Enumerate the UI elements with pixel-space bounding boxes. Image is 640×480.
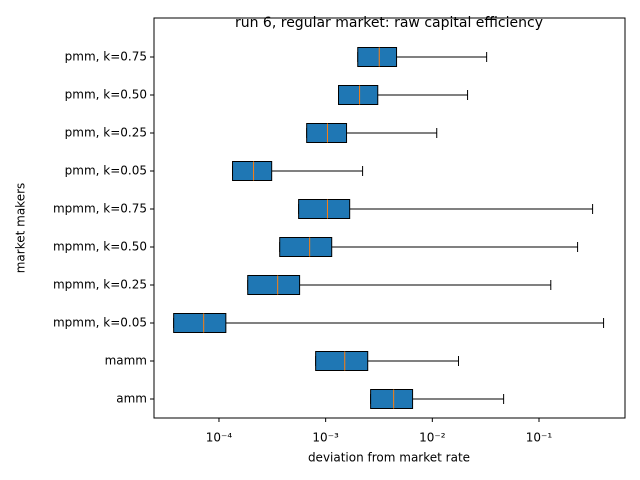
box bbox=[247, 275, 301, 295]
box bbox=[173, 313, 227, 333]
box bbox=[298, 199, 351, 219]
box bbox=[315, 351, 369, 371]
y-tick-label: amm bbox=[116, 392, 147, 406]
box bbox=[306, 123, 348, 143]
x-tick-label: 10⁻⁴ bbox=[206, 431, 233, 445]
plot-frame bbox=[153, 17, 626, 419]
x-tick-label: 10⁻¹ bbox=[526, 431, 553, 445]
y-tick-label: pmm, k=0.05 bbox=[65, 164, 147, 178]
chart-title: run 6, regular market: raw capital effic… bbox=[235, 15, 543, 31]
x-axis-label: deviation from market rate bbox=[308, 451, 470, 465]
y-tick-label: mpmm, k=0.05 bbox=[53, 316, 147, 330]
box bbox=[279, 237, 333, 257]
y-tick-label: pmm, k=0.50 bbox=[65, 88, 147, 102]
y-tick-label: mpmm, k=0.50 bbox=[53, 240, 147, 254]
box bbox=[357, 47, 398, 67]
y-tick-label: mamm bbox=[105, 354, 147, 368]
y-tick-label: pmm, k=0.25 bbox=[65, 126, 147, 140]
y-tick-label: mpmm, k=0.75 bbox=[53, 202, 147, 216]
x-tick-label: 10⁻² bbox=[419, 431, 446, 445]
y-tick-label: pmm, k=0.75 bbox=[65, 50, 147, 64]
box bbox=[338, 85, 379, 105]
box bbox=[232, 161, 273, 181]
x-tick-label: 10⁻³ bbox=[312, 431, 339, 445]
y-axis-label: market makers bbox=[14, 183, 28, 274]
box bbox=[370, 389, 414, 409]
y-tick-label: mpmm, k=0.25 bbox=[53, 278, 147, 292]
